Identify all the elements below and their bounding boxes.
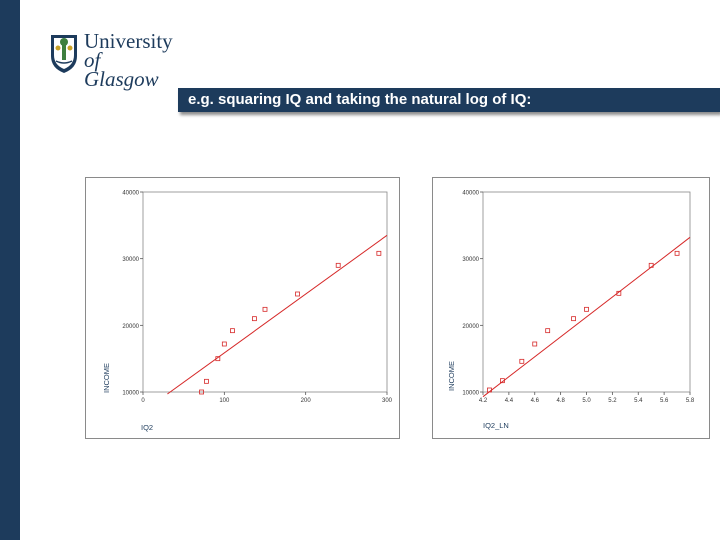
left-accent-bar [0, 0, 20, 540]
x-tick-label: 300 [382, 398, 393, 404]
data-point [221, 341, 227, 347]
wordmark-line2: of Glasgow [84, 48, 159, 91]
data-point [532, 341, 538, 347]
scatter-plot-iq2-ln: 10000 20000 30000 40000 4.2 4.4 4.6 4.8 5.0 5.2 5.… [447, 191, 695, 431]
wordmark: University of Glasgow [84, 29, 180, 91]
data-point [252, 316, 257, 322]
y-tick-label: 10000 [462, 391, 479, 397]
x-tick-label: 5.2 [608, 398, 617, 404]
data-point [376, 250, 382, 256]
y-axis-label: INCOME [447, 361, 456, 391]
data-point [500, 378, 505, 384]
x-axis-label: IQ2_LN [483, 421, 509, 430]
data-point [204, 378, 209, 384]
y-axis-label: INCOME [102, 363, 111, 393]
scatter-chart-iq2-ln: 10000 20000 30000 40000 4.2 4.4 4.6 4.8 5.0 5.2 5.… [432, 177, 710, 439]
fit-line [167, 234, 388, 395]
x-tick-label: 4.2 [479, 398, 488, 404]
fit-line [482, 236, 691, 398]
x-tick-label: 0 [141, 398, 145, 404]
scatter-chart-iq2: 10000 20000 30000 40000 0 100 200 300 IQ2 INCOME [85, 177, 400, 439]
wordmark-line1: University [84, 29, 173, 53]
caption-banner: e.g. squaring IQ and taking the natural … [178, 88, 720, 112]
data-point [674, 250, 680, 256]
x-tick-label: 100 [219, 398, 230, 404]
y-tick-label: 20000 [462, 324, 479, 330]
data-point [295, 291, 300, 297]
x-tick-label: 4.4 [505, 398, 514, 404]
data-point [335, 262, 341, 268]
y-tick-label: 30000 [122, 257, 139, 263]
x-tick-label: 200 [301, 398, 312, 404]
y-tick-label: 10000 [122, 391, 139, 397]
data-point [545, 328, 551, 334]
university-logo: University of Glasgow [50, 31, 180, 90]
data-point [584, 306, 589, 312]
data-point [262, 306, 268, 312]
data-point [616, 290, 622, 296]
y-tick-label: 20000 [122, 324, 139, 330]
plot-area [142, 191, 388, 393]
caption-text: e.g. squaring IQ and taking the natural … [188, 91, 532, 108]
plot-area [482, 191, 691, 393]
scatter-plot-iq2: 10000 20000 30000 40000 0 100 200 300 IQ2 INCOME [102, 191, 393, 433]
data-point [230, 328, 235, 334]
data-point [215, 356, 221, 362]
x-tick-label: 5.6 [660, 398, 669, 404]
data-point [571, 316, 576, 322]
y-tick-label: 40000 [462, 191, 479, 197]
x-tick-label: 4.6 [531, 398, 540, 404]
x-tick-label: 5.0 [582, 398, 591, 404]
y-tick-label: 40000 [122, 191, 139, 197]
x-tick-label: 5.4 [634, 398, 643, 404]
y-tick-label: 30000 [462, 257, 479, 263]
x-axis-label: IQ2 [141, 423, 153, 432]
data-point [648, 262, 654, 268]
x-tick-label: 4.8 [556, 398, 565, 404]
x-tick-label: 5.8 [686, 398, 695, 404]
data-point [487, 387, 492, 393]
data-point [519, 358, 525, 364]
crest-icon [51, 35, 77, 73]
data-point [199, 389, 204, 395]
